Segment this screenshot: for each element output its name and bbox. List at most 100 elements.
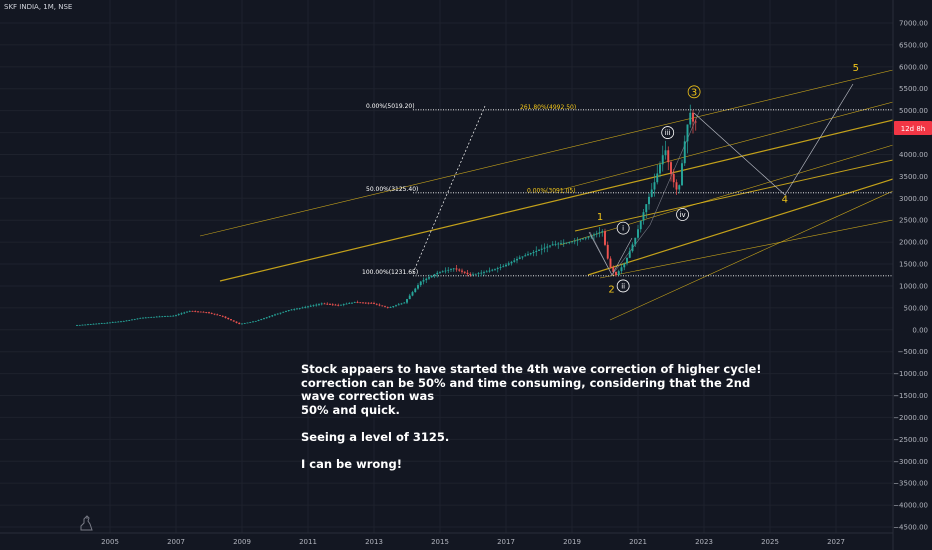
candle-body (158, 316, 161, 318)
candle-body (315, 304, 318, 306)
y-tick-label: 4000.00 (899, 151, 928, 159)
y-tick-label: −3000.00 (893, 458, 928, 466)
channel-line (574, 159, 894, 232)
candle-body (513, 260, 516, 262)
candle-body (312, 305, 315, 307)
candle-body (216, 314, 219, 316)
candle-body (551, 244, 554, 246)
candle-body (406, 299, 408, 303)
candle-body (249, 322, 252, 323)
candle-body (642, 212, 645, 221)
candle-body (681, 163, 683, 186)
subwave-circle (676, 208, 689, 221)
candle-body (285, 310, 287, 312)
price-badge: 12d 8h (894, 121, 932, 135)
candle-body (243, 323, 246, 324)
candle-body (227, 317, 230, 320)
wave-label: 4 (782, 195, 788, 206)
x-tick-label: 2021 (629, 538, 647, 546)
candle-body (518, 257, 521, 259)
candle-body (584, 237, 587, 239)
candle-body (150, 317, 153, 318)
fib-label: 261.80%(4992.50) (520, 104, 576, 111)
y-tick-label: 5500.00 (899, 85, 928, 93)
x-tick-label: 2023 (695, 538, 713, 546)
candle-body (444, 270, 447, 272)
candle-body (488, 270, 491, 272)
price-axis[interactable]: 7000.006500.006000.005500.005000.004500.… (893, 20, 928, 532)
time-axis[interactable]: 2005 2007 2009 2011 2013 2015 2017 2019 2021 2023… (0, 532, 893, 546)
candle-body (323, 303, 326, 305)
candle-body (359, 302, 362, 304)
candle-body (125, 320, 128, 322)
candle-body (296, 308, 298, 310)
candle-body (194, 311, 197, 312)
candle-body (373, 303, 375, 304)
candle-body (133, 318, 136, 320)
candle-body (604, 231, 606, 245)
candle-body (529, 253, 532, 255)
candle-body (224, 316, 227, 318)
candle-body (579, 239, 582, 241)
candle-body (612, 266, 615, 272)
projection-lines (588, 83, 854, 276)
candle-body (689, 112, 692, 125)
annotation-line (301, 445, 771, 459)
fib-label: 100.00%(1231.65) (362, 269, 418, 276)
candle-body (540, 248, 543, 250)
candle-body (554, 243, 557, 245)
candle-body (472, 274, 474, 276)
candle-body (340, 304, 342, 306)
candle-body (466, 272, 469, 274)
candle-body (241, 323, 243, 325)
candle-body (637, 229, 639, 238)
x-tick-label: 2025 (761, 538, 779, 546)
candle-body (582, 238, 584, 240)
candle-body (623, 263, 626, 268)
candle-body (659, 164, 661, 174)
channel-line (559, 101, 894, 191)
candle-body (620, 267, 623, 272)
wave-label: 5 (853, 63, 859, 74)
candles (76, 104, 697, 326)
candle-body (290, 309, 293, 311)
candle-body (117, 321, 120, 323)
y-tick-label: −3500.00 (893, 480, 928, 488)
candle-body (114, 321, 117, 323)
candle-body (221, 315, 224, 317)
annotation-line: I can be wrong! (301, 457, 402, 472)
annotation-line: correction can be 50% and time consuming… (301, 375, 755, 404)
candle-body (304, 306, 307, 308)
candle-body (153, 316, 155, 318)
channel-line (587, 178, 894, 276)
candle-body (252, 321, 254, 323)
candle-body (381, 305, 384, 307)
channel-line (599, 219, 894, 279)
candle-body (573, 240, 576, 242)
candle-body (177, 314, 180, 315)
candle-body (142, 317, 144, 319)
candle-body (282, 311, 285, 313)
annotation-line: Stock appaers to have started the 4th wa… (301, 362, 762, 376)
candle-body (103, 322, 106, 324)
channel-line (559, 144, 894, 246)
candle-body (219, 315, 221, 316)
candle-body (543, 247, 546, 249)
candle-body (425, 278, 428, 281)
candle-body (95, 323, 98, 325)
candle-body (392, 306, 395, 307)
candle-body (235, 321, 238, 323)
candle-body (499, 267, 502, 268)
candle-body (109, 322, 111, 324)
subwave-label: ii (621, 282, 625, 290)
candle-body (408, 295, 411, 300)
x-tick-label: 2017 (497, 538, 515, 546)
x-tick-label: 2011 (299, 538, 317, 546)
candle-body (609, 258, 612, 267)
candle-body (331, 304, 334, 306)
candle-body (645, 204, 648, 213)
candle-body (549, 245, 551, 247)
candle-body (144, 317, 147, 319)
candle-body (353, 302, 356, 303)
